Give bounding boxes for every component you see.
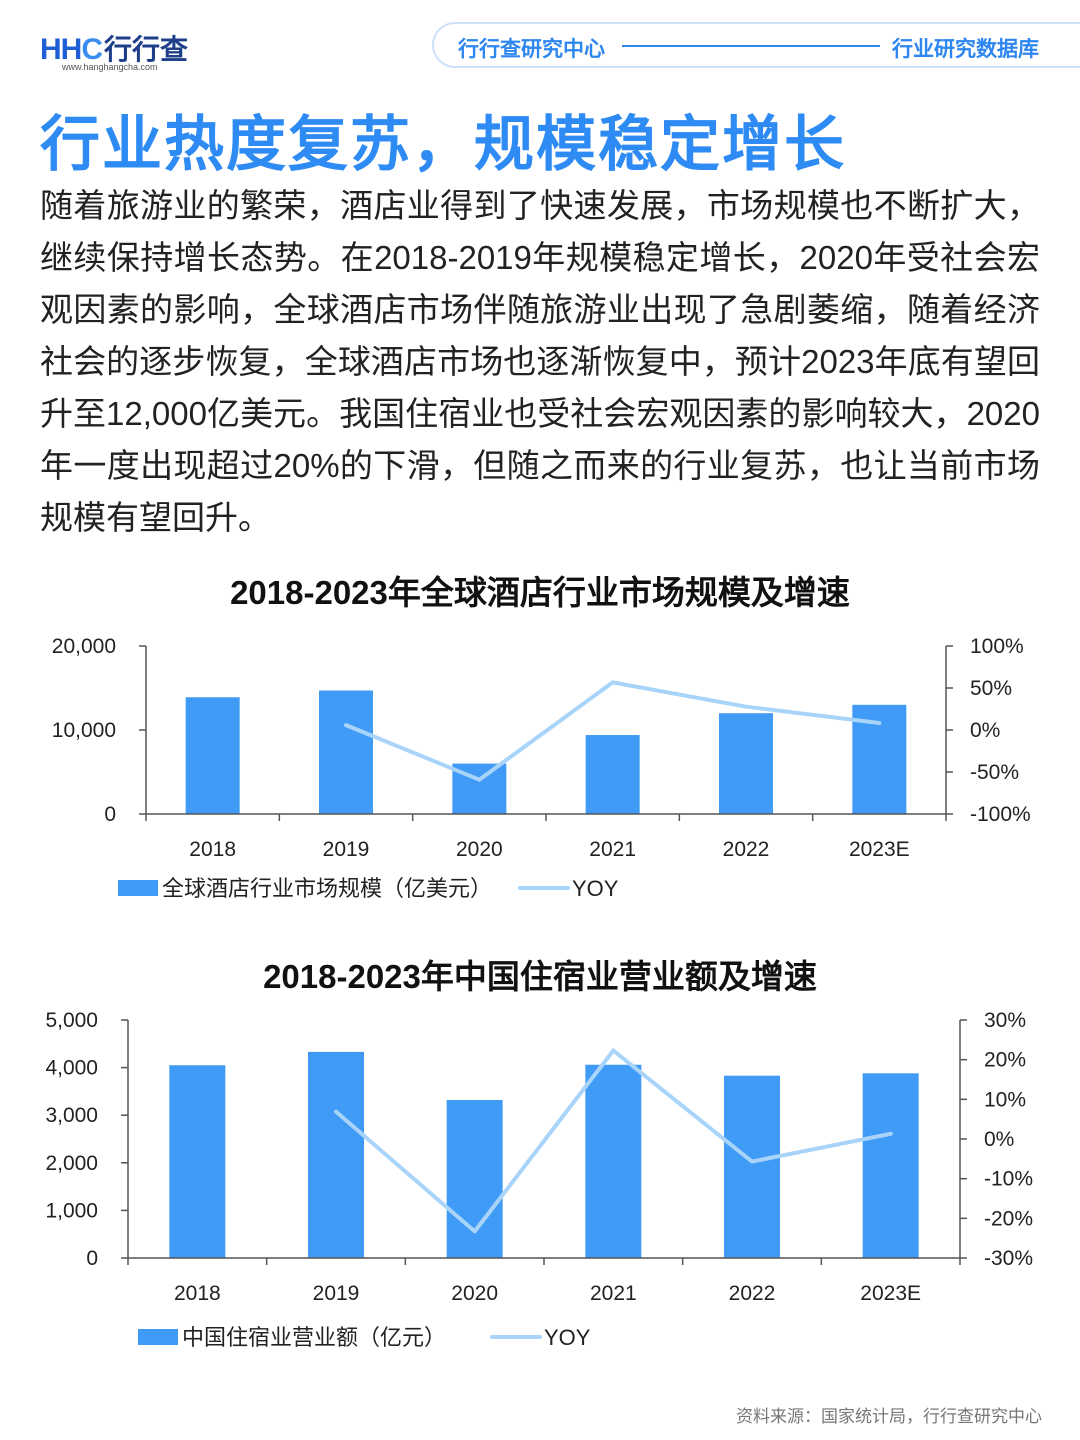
- yoy-line: [334, 1048, 893, 1234]
- y-right-tick-label: -10%: [984, 1168, 1033, 1191]
- bar-2023E: [862, 1073, 919, 1258]
- body-paragraph: 随着旅游业的繁荣，酒店业得到了快速发展，市场规模也不断扩大，继续保持增长态势。在…: [40, 187, 1040, 536]
- legend-bar-swatch: [118, 880, 158, 896]
- x-tick-label: 2023E: [860, 1282, 921, 1305]
- y-left-tick-label: 0: [86, 1247, 98, 1270]
- bar-2021: [585, 1064, 642, 1258]
- bar-2020: [446, 1099, 503, 1258]
- bar-2021: [585, 735, 640, 814]
- y-left-tick-label: 10,000: [52, 719, 116, 742]
- bar-2019: [319, 690, 373, 814]
- y-left-tick-label: 1,000: [45, 1199, 98, 1222]
- x-tick-label: 2023E: [849, 838, 910, 861]
- yoy-line: [344, 680, 882, 782]
- chart-1-global-hotel-market: 2018 2019 2020 2021 2022 2023E 0 10,000 20,000 -1…: [52, 635, 1031, 901]
- x-tick-label: 2020: [451, 1282, 498, 1305]
- y-right-tick-label: 10%: [984, 1088, 1026, 1111]
- source-note: 资料来源：国家统计局，行行查研究中心: [736, 1407, 1042, 1426]
- legend-bar-label: 中国住宿业营业额（亿元）: [182, 1325, 446, 1350]
- header-bar: 行行查研究中心 行业研究数据库: [432, 22, 1080, 68]
- y-right-tick-label: 100%: [970, 635, 1024, 658]
- x-tick-label: 2020: [456, 838, 503, 861]
- y-right-tick-label: -20%: [984, 1207, 1033, 1230]
- y-left-tick-label: 0: [104, 803, 116, 826]
- y-left-tick-label: 5,000: [45, 1009, 98, 1032]
- x-tick-label: 2022: [729, 1282, 776, 1305]
- header-divider-line: [622, 45, 880, 47]
- y-left-tick-label: 2,000: [45, 1152, 98, 1175]
- bar-2019: [308, 1051, 364, 1258]
- brand-logo: HHC行行查 www.hanghangcha.com: [40, 28, 188, 76]
- y-right-tick-label: 20%: [984, 1049, 1026, 1072]
- legend-bar-swatch: [138, 1329, 178, 1345]
- x-tick-label: 2019: [323, 838, 370, 861]
- y-left-tick-label: 4,000: [45, 1057, 98, 1080]
- bar-2018: [169, 1065, 226, 1258]
- x-tick-label: 2019: [313, 1282, 360, 1305]
- header-right-label: 行业研究数据库: [892, 38, 1039, 61]
- chart-1-title: 2018-2023年全球酒店行业市场规模及增速: [230, 574, 850, 611]
- page-title: 行业热度复苏，规模稳定增长: [40, 111, 846, 178]
- legend-line-label: YOY: [544, 1325, 591, 1350]
- legend-line-label: YOY: [572, 876, 619, 901]
- y-right-tick-label: 30%: [984, 1009, 1026, 1032]
- logo-mark: HHC: [40, 33, 103, 66]
- chart-2-title: 2018-2023年中国住宿业营业额及增速: [263, 958, 817, 995]
- x-tick-label: 2021: [589, 838, 636, 861]
- bar-2018: [185, 697, 240, 814]
- logo-text: 行行查: [104, 34, 189, 65]
- header-left-label: 行行查研究中心: [458, 38, 605, 61]
- y-right-tick-label: 0%: [984, 1128, 1014, 1151]
- y-right-tick-label: 0%: [970, 719, 1000, 742]
- bar-2022: [719, 713, 773, 814]
- x-tick-label: 2021: [590, 1282, 637, 1305]
- x-tick-label: 2022: [723, 838, 770, 861]
- legend-bar-label: 全球酒店行业市场规模（亿美元）: [162, 876, 492, 901]
- y-right-tick-label: -100%: [970, 803, 1031, 826]
- y-right-tick-label: -50%: [970, 761, 1019, 784]
- chart-2-china-lodging-revenue: 2018 2019 2020 2021 2022 2023E 0 1,000 2,000 3,00…: [45, 1009, 1033, 1350]
- logo-url: www.hanghangcha.com: [62, 62, 158, 72]
- bar-2022: [724, 1075, 780, 1258]
- y-right-tick-label: 50%: [970, 677, 1012, 700]
- y-left-tick-label: 20,000: [52, 635, 116, 658]
- x-tick-label: 2018: [189, 838, 236, 861]
- y-right-tick-label: -30%: [984, 1247, 1033, 1270]
- x-tick-label: 2018: [174, 1282, 221, 1305]
- y-left-tick-label: 3,000: [45, 1104, 98, 1127]
